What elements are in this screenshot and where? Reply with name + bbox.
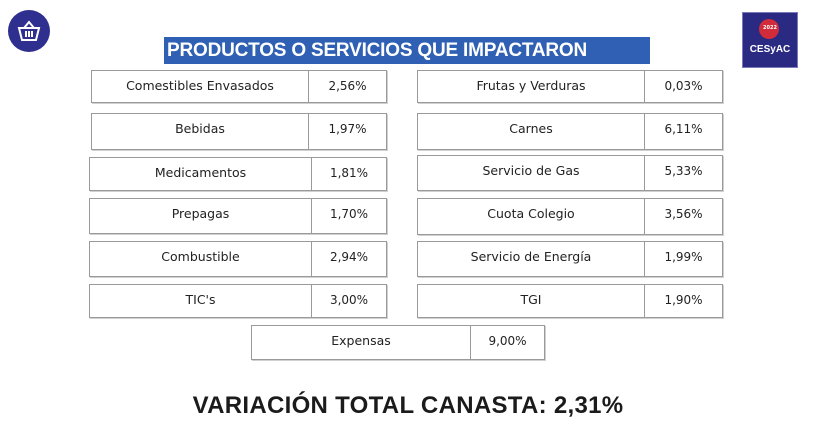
item-value: 5,33%	[664, 164, 703, 178]
total-variation: VARIACIÓN TOTAL CANASTA: 2,31%	[192, 392, 624, 419]
item-value: 0,03%	[664, 79, 703, 93]
item-value: 1,99%	[664, 250, 703, 264]
cesyac-logo: 2022 CESyAC	[742, 12, 798, 68]
logo-badge	[759, 19, 779, 39]
table-row: Carnes 6,11%	[417, 113, 723, 150]
logo-small-text: 2022	[763, 25, 777, 31]
item-name: TIC's	[90, 285, 312, 317]
item-name: Cuota Colegio	[418, 199, 645, 234]
basket-logo	[8, 10, 50, 52]
item-value: 1,70%	[329, 207, 369, 221]
item-value: 1,97%	[328, 122, 367, 136]
table-row: Prepagas 1,70%	[89, 198, 387, 234]
table-row: Combustible 2,94%	[89, 241, 387, 277]
table-row: Bebidas 1,97%	[91, 113, 387, 150]
item-value: 6,11%	[664, 122, 703, 136]
table-row: Frutas y Verduras 0,03%	[417, 70, 723, 103]
item-value: 9,00%	[488, 334, 527, 348]
item-value: 1,81%	[329, 166, 369, 180]
item-value: 1,90%	[664, 293, 703, 307]
item-name: Combustible	[90, 242, 312, 276]
table-row: TIC's 3,00%	[89, 284, 387, 318]
table-row: Comestibles Envasados 2,56%	[91, 70, 387, 103]
item-name: Expensas	[252, 326, 471, 359]
item-value: 2,94%	[329, 250, 369, 264]
item-name: Bebidas	[92, 114, 309, 149]
item-name: TGI	[418, 285, 645, 317]
table-row: Expensas 9,00%	[251, 325, 545, 360]
item-name: Medicamentos	[90, 158, 312, 190]
item-value: 2,56%	[328, 79, 367, 93]
table-row: Medicamentos 1,81%	[89, 157, 387, 191]
item-name: Comestibles Envasados	[92, 71, 309, 102]
item-name: Prepagas	[90, 199, 312, 233]
table-row: TGI 1,90%	[417, 284, 723, 318]
shopping-basket-icon	[17, 20, 41, 41]
table-row: Cuota Colegio 3,56%	[417, 198, 723, 235]
item-name: Carnes	[418, 114, 645, 149]
item-name: Servicio de Energía	[418, 242, 645, 276]
logo-brand-text: CESyAC	[749, 44, 791, 55]
table-row: Servicio de Energía 1,99%	[417, 241, 723, 277]
item-name: Frutas y Verduras	[418, 71, 645, 102]
page-title: PRODUCTOS O SERVICIOS QUE IMPACTARON	[164, 37, 650, 64]
item-value: 3,00%	[329, 293, 369, 307]
item-value: 3,56%	[664, 207, 703, 221]
item-name: Servicio de Gas	[418, 156, 645, 190]
table-row: Servicio de Gas 5,33%	[417, 155, 723, 191]
